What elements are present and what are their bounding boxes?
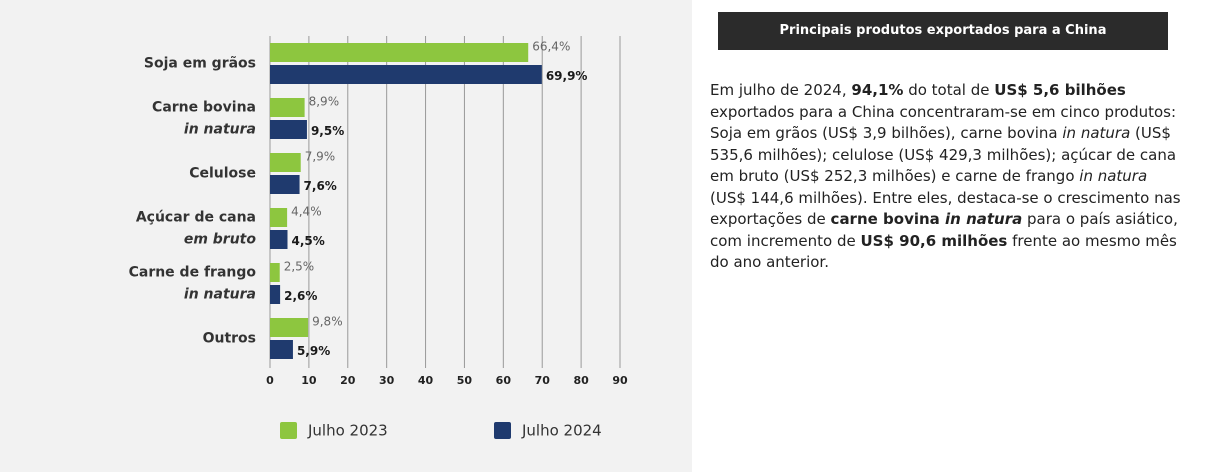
value-label: 2,5% [284, 260, 315, 274]
x-tick-label: 50 [457, 374, 473, 387]
category-label: Soja em grãos [144, 56, 256, 72]
category-label: Outros [203, 331, 256, 347]
legend-label: Julho 2024 [521, 422, 602, 440]
value-label: 69,9% [546, 69, 588, 83]
category-label: Açúcar de cana [136, 210, 256, 226]
legend-swatch [494, 422, 511, 439]
panel-text: (US$ 535,6 milhões); celulose (US$ 429,3… [710, 124, 1177, 185]
bar [270, 65, 542, 84]
legend-label: Julho 2023 [307, 422, 388, 440]
bar [270, 285, 281, 304]
x-tick-label: 90 [612, 374, 628, 387]
category-label: in natura [184, 287, 256, 303]
value-label: 5,9% [297, 344, 330, 358]
x-tick-label: 80 [573, 374, 589, 387]
x-tick-label: 40 [418, 374, 434, 387]
value-label: 4,4% [291, 205, 322, 219]
panel-text: 94,1% [851, 81, 904, 99]
value-label: 7,6% [304, 179, 337, 193]
x-tick-label: 70 [535, 374, 551, 387]
x-tick-label: 20 [340, 374, 356, 387]
category-label: em bruto [184, 232, 257, 248]
legend-swatch [280, 422, 297, 439]
bar [270, 340, 293, 359]
value-label: 9,5% [311, 124, 344, 138]
value-label: 2,6% [284, 289, 317, 303]
panel-text: in natura [1062, 124, 1131, 142]
panel-text: exportados para a China concentraram-se … [710, 102, 1177, 143]
bar [270, 318, 309, 337]
panel-text: US$ 90,6 milhões [860, 231, 1008, 250]
bar [270, 230, 288, 249]
value-label: 66,4% [532, 40, 570, 54]
bar [270, 120, 307, 139]
x-tick-label: 30 [379, 374, 395, 387]
chart: 0 10 20 30 40 50 60 70 80 90 Soja em grãos 66,4% 69,… [0, 0, 692, 472]
value-label: 7,9% [305, 150, 336, 164]
panel-text: do total de [903, 81, 995, 99]
category-label: Carne bovina [152, 100, 256, 116]
category-label: Celulose [189, 166, 256, 182]
panel-text: (US$ 144,6 milhões). Entre eles, destaca… [710, 188, 1181, 229]
value-label: 4,5% [292, 234, 325, 248]
value-label: 9,8% [312, 315, 343, 329]
panel-text: Em julho de 2024, [710, 81, 852, 99]
value-label: 8,9% [309, 95, 340, 109]
bar [270, 153, 301, 172]
category-label: in natura [184, 122, 256, 138]
bar [270, 175, 300, 194]
panel-body: Em julho de 2024, 94,1% do total de US$ … [710, 80, 1185, 274]
category-label: Carne de frango [129, 265, 257, 281]
panel-text: para o país asiático, com incremento de [710, 210, 1178, 250]
x-tick-label: 60 [496, 374, 512, 387]
x-tick-label: 0 [266, 374, 274, 387]
bar [270, 43, 529, 62]
panel-text: carne bovina [830, 210, 946, 228]
panel-text: in natura [945, 210, 1023, 228]
panel-text: US$ 5,6 bilhões [994, 81, 1126, 99]
bar [270, 98, 305, 117]
bar [270, 208, 288, 227]
x-tick-label: 10 [301, 374, 317, 387]
panel-title: Principais produtos exportados para a Ch… [718, 12, 1168, 50]
panel-text: frente ao mesmo mês do ano anterior. [710, 231, 1177, 272]
panel-text: in natura [1079, 167, 1148, 185]
bar [270, 263, 280, 282]
